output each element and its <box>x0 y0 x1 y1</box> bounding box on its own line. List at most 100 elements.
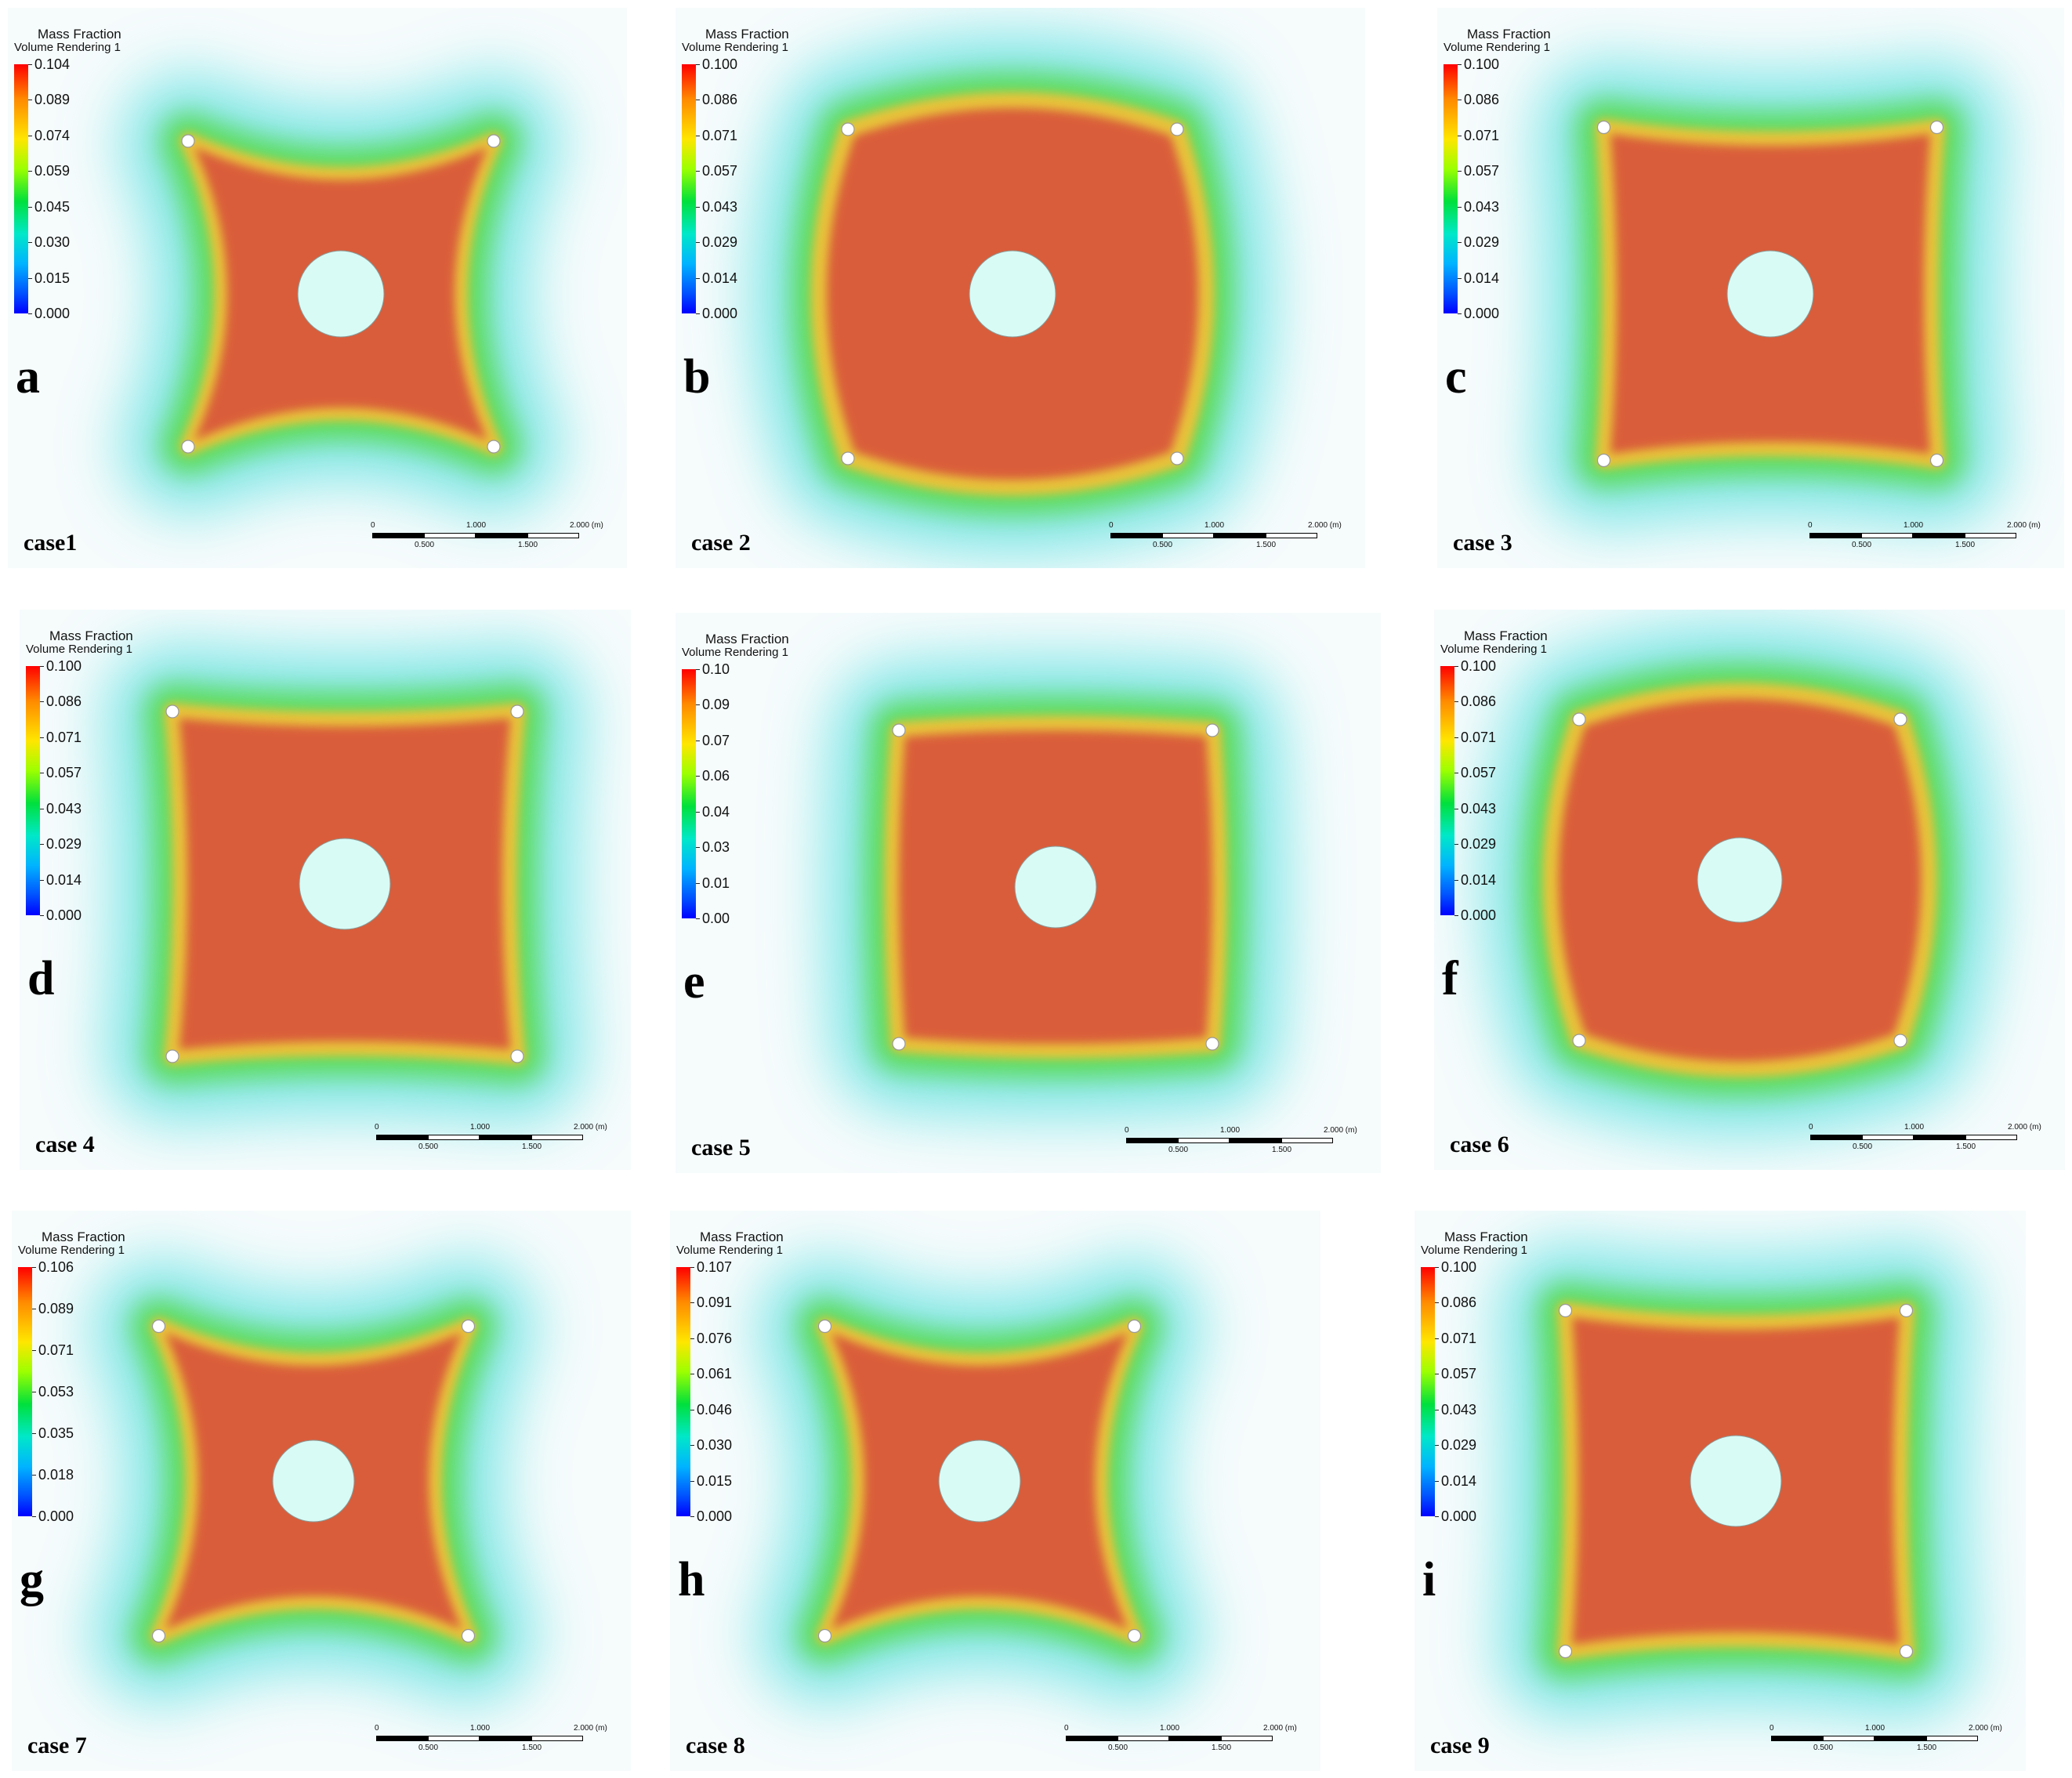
colorbar-tick-label: 0.000 <box>46 907 82 923</box>
scale-bar-label: 0.500 <box>1852 541 1872 549</box>
scale-bar-segment <box>1066 1736 1118 1741</box>
inlet-nozzle <box>1127 1628 1142 1643</box>
colorbar-tick-label: 0.104 <box>34 56 71 72</box>
colorbar-tickmark <box>690 1516 694 1517</box>
scale-bar: 0 1.000 2.000 (m) 0.500 1.500 <box>1770 1725 2002 1762</box>
colorbar-tickmark <box>696 277 700 279</box>
colorbar-tick-label: 0.089 <box>38 1301 74 1316</box>
inlet-nozzle <box>510 704 524 719</box>
scale-bar-segment <box>1162 533 1214 538</box>
colorbar <box>1444 64 1458 313</box>
colorbar-tick-label: 0.018 <box>38 1467 74 1483</box>
colorbar-tick-label: 0.053 <box>38 1384 74 1400</box>
colorbar-tick-label: 0.057 <box>1461 765 1497 781</box>
colorbar-tick-label: 0.100 <box>1441 1259 1477 1275</box>
center-column <box>1697 837 1783 923</box>
panel-letter: g <box>20 1553 44 1606</box>
case-label: case 7 <box>27 1733 87 1758</box>
colorbar-tickmark <box>28 64 32 65</box>
legend-subtitle: Volume Rendering 1 <box>676 1244 783 1257</box>
colorbar-tick-label: 0.107 <box>697 1259 733 1275</box>
colorbar-tick-label: 0.030 <box>34 234 71 251</box>
scale-bar-segment <box>428 1135 480 1140</box>
colorbar-tick-label: 0.029 <box>46 836 82 853</box>
scale-bar-label: 2.000 (m) <box>574 1123 607 1132</box>
scale-bar-segment <box>428 1736 480 1741</box>
colorbar-tick-label: 0.043 <box>1464 198 1500 215</box>
colorbar-tick-label: 0.06 <box>702 768 730 784</box>
inlet-nozzle <box>151 1628 166 1643</box>
scale-bar-segment <box>1266 533 1317 538</box>
scale-bar-segment <box>1221 1736 1273 1741</box>
colorbar-tickmark <box>28 242 32 244</box>
panel-letter: d <box>27 952 55 1005</box>
case-label: case 5 <box>691 1135 751 1161</box>
colorbar-tick-label: 0.071 <box>38 1342 74 1358</box>
colorbar-tickmark <box>1454 701 1458 703</box>
colorbar-tickmark <box>40 737 44 738</box>
legend-title: Mass Fraction <box>1444 1229 1528 1244</box>
colorbar-tick-label: 0.086 <box>702 92 738 108</box>
scale-bar-segment <box>1926 1736 1978 1741</box>
panel-letter: a <box>16 350 40 404</box>
colorbar-tickmark <box>1458 277 1462 279</box>
inlet-nozzle <box>1596 120 1611 135</box>
panel-letter: i <box>1422 1553 1436 1606</box>
colorbar-tick-label: 0.014 <box>702 270 738 286</box>
scale-bar-segment <box>1110 533 1162 538</box>
colorbar-tick-label: 0.014 <box>1461 871 1497 888</box>
inlet-nozzle <box>1893 712 1907 726</box>
colorbar-tickmark <box>1435 1445 1439 1447</box>
center-column <box>938 1439 1021 1523</box>
colorbar-tick-label: 0.046 <box>697 1401 733 1418</box>
scale-bar-label: 0.500 <box>418 1744 439 1752</box>
colorbar-tick-label: 0.029 <box>1441 1437 1477 1454</box>
colorbar-tickmark <box>40 879 44 881</box>
legend-subtitle: Volume Rendering 1 <box>1440 643 1547 656</box>
scale-bar-label: 0.500 <box>1168 1146 1189 1154</box>
panel-letter: f <box>1442 952 1458 1005</box>
inlet-nozzle <box>1170 451 1184 465</box>
colorbar-tickmark <box>696 313 700 314</box>
colorbar-tickmark <box>696 776 700 777</box>
legend-title: Mass Fraction <box>49 628 133 643</box>
scale-bar-segment <box>424 533 476 538</box>
colorbar-tick-label: 0.057 <box>1441 1366 1477 1382</box>
contour-panel-e: Mass Fraction Volume Rendering 1 0.10 0.09 0… <box>676 613 1381 1173</box>
colorbar-tick-label: 0.106 <box>38 1259 74 1275</box>
colorbar-tick-label: 0.071 <box>702 127 738 143</box>
colorbar <box>676 1267 690 1516</box>
scale-bar-label: 1.500 <box>1917 1744 1937 1752</box>
mass-fraction-field <box>1415 1211 2026 1771</box>
colorbar-tickmark <box>696 171 700 172</box>
scale-bar-label: 1.000 <box>1904 521 1924 530</box>
colorbar-tick-label: 0.03 <box>702 839 730 856</box>
scale-bar-label: 0.500 <box>1108 1744 1128 1752</box>
scale-bar-label: 2.000 (m) <box>1308 521 1342 530</box>
colorbar-tick-label: 0.029 <box>702 234 738 251</box>
colorbar-tick-label: 0.04 <box>702 803 730 820</box>
colorbar-tick-label: 0.059 <box>34 163 71 179</box>
inlet-nozzle <box>892 1037 906 1051</box>
panel-letter: b <box>683 350 711 404</box>
legend-title: Mass Fraction <box>705 27 789 42</box>
legend-title: Mass Fraction <box>1467 27 1551 42</box>
inlet-nozzle <box>817 1319 832 1334</box>
scale-bar-label: 1.500 <box>1956 1142 1976 1151</box>
center-column <box>272 1439 355 1523</box>
colorbar-tick-label: 0.043 <box>1461 800 1497 817</box>
scale-bar-label: 2.000 (m) <box>2008 1123 2041 1132</box>
contour-panel-g: Mass Fraction Volume Rendering 1 0.106 0.08… <box>12 1211 631 1771</box>
colorbar-tick-label: 0.091 <box>697 1295 733 1311</box>
scale-bar-label: 0 <box>1808 521 1813 530</box>
center-column <box>969 250 1056 338</box>
inlet-nozzle <box>1127 1319 1142 1334</box>
colorbar <box>26 666 40 915</box>
inlet-nozzle <box>841 122 855 136</box>
colorbar-tick-label: 0.00 <box>702 911 730 926</box>
scale-bar-segment <box>1230 1138 1281 1143</box>
scale-bar-label: 1.000 <box>470 1123 491 1132</box>
colorbar-tickmark <box>32 1433 36 1434</box>
inlet-nozzle <box>1572 1034 1586 1048</box>
colorbar-tick-label: 0.100 <box>1461 658 1497 674</box>
